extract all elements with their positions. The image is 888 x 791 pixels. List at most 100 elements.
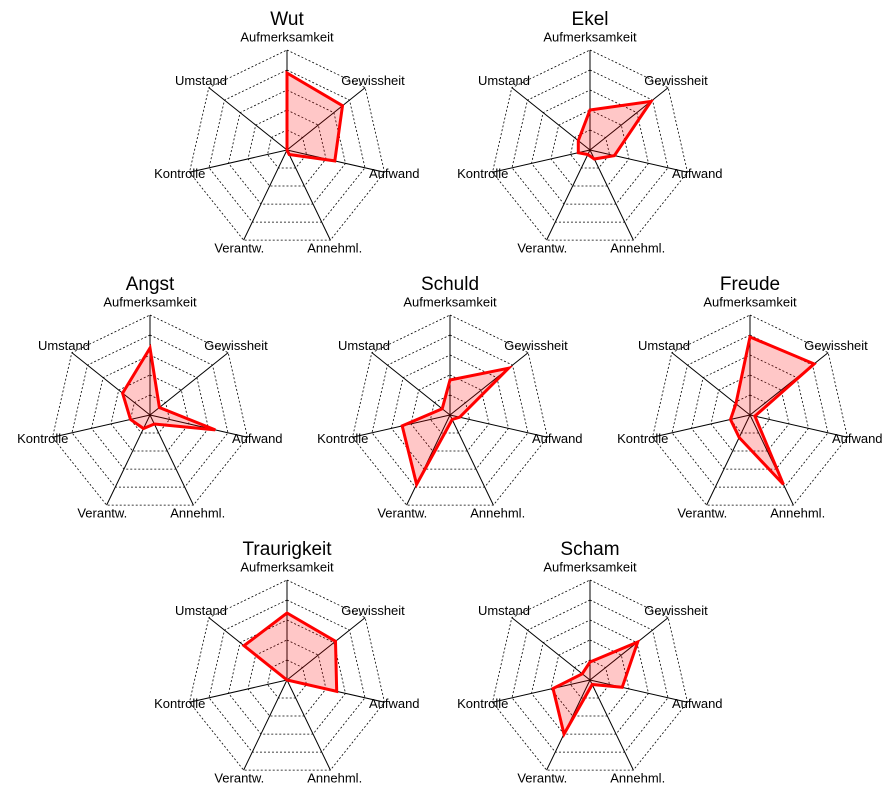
grid-ring [531,619,649,735]
axis-label: Verantw. [517,771,567,786]
axis-label: Aufmerksamkeit [403,294,497,309]
chart-title: Freude [720,274,780,295]
chart-title: Schuld [421,274,479,295]
axis-label: Aufwand [832,431,883,446]
axis-label: Verantw. [214,241,264,256]
grid-ring [91,354,209,470]
grid-ring [492,49,688,241]
axis-spoke [243,149,288,241]
grid-ring [247,109,327,187]
axis-label: Gewissheit [644,603,708,618]
axis-label: Aufmerksamkeit [103,294,197,309]
grid-ring [189,49,385,241]
axis-label: Umstand [638,338,690,353]
axis-label: Annehml. [170,506,225,521]
axis-spoke [149,352,229,416]
axis-spoke [706,414,751,506]
axis-label: Gewissheit [341,603,405,618]
axis-spoke [492,149,591,173]
radar-area [400,365,514,489]
grid-ring [228,89,346,205]
axis-spoke [371,352,451,416]
axis-label: Aufwand [532,431,583,446]
axis-label: Gewissheit [504,338,568,353]
axis-spoke [652,414,751,438]
grid-ring [130,394,170,434]
radar-chart: Aufmerksamkeit Gewissheit Aufwand Annehml. V… [154,539,419,786]
axis-spoke [189,149,288,173]
grid-ring [267,659,307,699]
axis-label: Kontrolle [617,431,668,446]
axis-spoke [589,87,669,151]
grid-ring [671,334,829,488]
axis-label: Aufwand [672,166,723,181]
axis-label: Annehml. [307,241,362,256]
axis-spoke [243,679,288,771]
chart-title: Traurigkeit [242,539,332,560]
axis-spoke [449,414,548,438]
axis-label: Aufmerksamkeit [543,29,637,44]
axis-spoke [449,414,494,506]
axis-label: Kontrolle [457,696,508,711]
axis-spoke [511,87,591,151]
radar-chart: Aufmerksamkeit Gewissheit Aufwand Annehml. V… [457,539,722,786]
axis-spoke [589,679,634,771]
axis-spoke [286,617,366,681]
radar-area [576,99,655,161]
grid-ring [247,639,327,717]
axis-spoke [589,617,669,681]
axis-label: Aufwand [369,166,420,181]
axis-label: Annehml. [470,506,525,521]
grid-ring [652,314,848,506]
axis-label: Aufwand [232,431,283,446]
axis-label: Gewissheit [644,73,708,88]
axis-label: Umstand [175,603,227,618]
grid-ring [550,109,630,187]
axis-spoke [71,352,151,416]
axis-label: Verantw. [214,771,264,786]
axis-label: Gewissheit [341,73,405,88]
axis-spoke [589,149,634,241]
axis-label: Umstand [478,603,530,618]
grid-ring [691,354,809,470]
radar-area [551,639,641,739]
grid-ring [570,659,610,699]
axis-label: Annehml. [307,771,362,786]
axis-label: Verantw. [677,506,727,521]
axis-label: Kontrolle [17,431,68,446]
axis-spoke [511,617,591,681]
axis-label: Annehml. [770,506,825,521]
grid-ring [391,354,509,470]
axis-label: Verantw. [77,506,127,521]
axis-label: Umstand [38,338,90,353]
grid-ring [267,129,307,169]
axis-spoke [149,414,248,438]
axis-label: Kontrolle [317,431,368,446]
axis-label: Gewissheit [804,338,868,353]
axis-spoke [106,414,151,506]
axis-spoke [149,414,194,506]
axis-label: Kontrolle [154,696,205,711]
grid-ring [52,314,248,506]
axis-label: Verantw. [377,506,427,521]
axis-label: Annehml. [610,241,665,256]
axis-label: Verantw. [517,241,567,256]
grid-ring [208,599,366,753]
grid-ring [550,639,630,717]
axis-spoke [589,679,688,703]
axis-label: Aufmerksamkeit [240,29,334,44]
axis-label: Annehml. [610,771,665,786]
grid-ring [371,334,529,488]
chart-title: Ekel [572,9,609,30]
axis-spoke [492,679,591,703]
radar-chart: Aufmerksamkeit Gewissheit Aufwand Annehml. V… [617,274,882,521]
chart-title: Wut [270,9,304,30]
grid-ring [189,579,385,771]
axis-spoke [286,679,331,771]
axis-spoke [286,149,331,241]
axis-spoke [449,352,529,416]
axis-label: Kontrolle [457,166,508,181]
axis-label: Aufmerksamkeit [240,559,334,574]
grid-ring [511,69,669,223]
axis-label: Umstand [478,73,530,88]
